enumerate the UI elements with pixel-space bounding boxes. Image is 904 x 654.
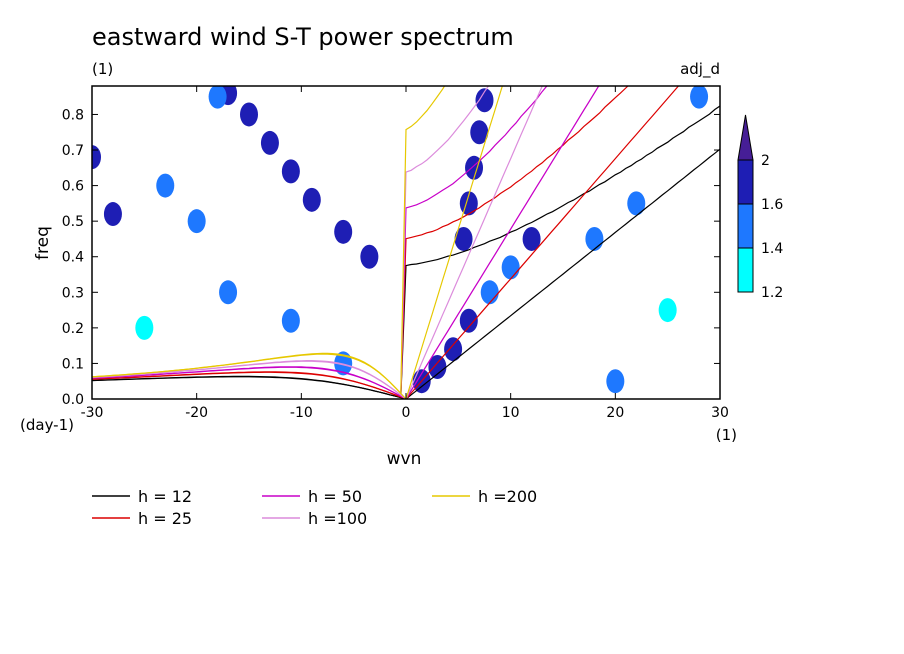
- heat-cell-22: [219, 280, 238, 305]
- heat-cell-5: [240, 102, 258, 127]
- colorbar-swatch: [737, 247, 754, 293]
- colorbar-label: 1.6: [761, 197, 783, 213]
- heat-cell-3: [281, 159, 300, 184]
- legend: h = 12 h = 25 h = 50 h =100 h =200: [92, 487, 537, 528]
- heat-cell-30: [690, 86, 709, 109]
- chart-subtitle-right: adj_d: [680, 60, 720, 79]
- colorbar-swatch: [737, 203, 754, 249]
- legend-label: h = 50: [308, 487, 362, 506]
- curve-gravity-h100: [92, 86, 490, 397]
- heat-cell-25: [585, 226, 604, 251]
- heat-cell-11: [475, 88, 494, 113]
- heat-cell-10: [470, 120, 489, 145]
- heat-cell-15: [459, 308, 478, 333]
- curve-rossby-h50: [92, 366, 407, 399]
- colorbar-label: 2: [761, 153, 770, 169]
- heat-cell-17: [501, 255, 520, 280]
- curve-rossby-h100: [92, 360, 407, 399]
- legend-label: h =200: [478, 487, 537, 506]
- x-tick-label: -10: [290, 405, 313, 421]
- heatmap-layer: [92, 86, 709, 394]
- y-tick-label: 0.8: [62, 107, 84, 123]
- legend-label: h =100: [308, 509, 367, 528]
- colorbar-label: 1.4: [761, 241, 783, 257]
- y-axis-label: freq: [33, 226, 53, 260]
- heat-cell-19: [103, 202, 122, 227]
- heat-cell-4: [260, 130, 279, 155]
- chart-title: eastward wind S-T power spectrum: [92, 23, 514, 51]
- x-tick-label: 30: [711, 405, 729, 421]
- heat-cell-20: [187, 209, 206, 234]
- heat-cell-18: [522, 226, 541, 251]
- curve-gravity-h25: [92, 86, 629, 398]
- heat-cell-31: [658, 298, 677, 323]
- x-tick-label: -30: [81, 405, 104, 421]
- curve-gravity-h50: [92, 86, 548, 398]
- colorbar-swatch: [737, 159, 754, 205]
- y-tick-label: 0.6: [62, 179, 84, 195]
- heat-cell-1: [334, 219, 353, 244]
- curve-rossby-h12: [92, 376, 407, 399]
- y-tick-label: 0.4: [62, 250, 84, 266]
- x-tick-label: 20: [606, 405, 624, 421]
- heat-cell-7: [454, 226, 473, 251]
- y-tick-label: 0.2: [62, 321, 84, 337]
- y-tick-label: 0.1: [62, 356, 84, 372]
- curve-rossby-h25: [92, 371, 407, 399]
- heat-cell-0: [360, 244, 379, 269]
- x-axis-label: wvn: [387, 449, 422, 469]
- heat-cell-16: [480, 280, 499, 305]
- curve-kelvin-h100: [405, 86, 543, 399]
- y-tick-label: 0.3: [62, 285, 84, 301]
- legend-label: h = 25: [138, 509, 192, 528]
- colorbar-label: 1.2: [761, 285, 783, 301]
- x-axis-unit: (1): [716, 426, 737, 444]
- heat-cell-21: [156, 173, 175, 198]
- x-tick-label: 10: [502, 405, 520, 421]
- heat-cell-28: [92, 145, 101, 170]
- y-axis-unit: (day-1): [20, 416, 74, 434]
- chart-subtitle-left: (1): [92, 60, 113, 78]
- x-axis-ticks: -30 -20 -10 0 10 20 30: [81, 86, 729, 421]
- heat-cell-26: [627, 191, 646, 216]
- heat-cell-27: [606, 369, 625, 394]
- y-tick-label: 0.5: [62, 214, 84, 230]
- x-tick-label: 0: [402, 405, 411, 421]
- curve-rossby-h200: [92, 353, 407, 399]
- heat-cell-29: [208, 86, 227, 109]
- y-tick-label: 0.0: [62, 392, 84, 408]
- curve-kelvin-h12: [405, 148, 720, 399]
- curve-kelvin-h50: [405, 86, 600, 399]
- curve-kelvin-h200: [405, 86, 503, 399]
- colorbar-extension: [737, 114, 754, 161]
- heat-cell-32: [135, 315, 154, 340]
- legend-label: h = 12: [138, 487, 192, 506]
- x-tick-label: -20: [185, 405, 208, 421]
- heat-cell-23: [281, 308, 300, 333]
- curve-kelvin-h25: [405, 86, 680, 399]
- y-tick-label: 0.7: [62, 143, 84, 159]
- heat-cell-2: [302, 187, 321, 212]
- dispersion-curves-layer: [92, 86, 720, 399]
- heat-cell-13: [428, 354, 447, 379]
- heat-cell-14: [444, 337, 463, 362]
- y-axis-ticks: 0.0 0.1 0.2 0.3 0.4 0.5 0.6 0.7 0.8: [62, 107, 720, 408]
- colorbar: 1.2 1.4 1.6 2: [737, 114, 783, 301]
